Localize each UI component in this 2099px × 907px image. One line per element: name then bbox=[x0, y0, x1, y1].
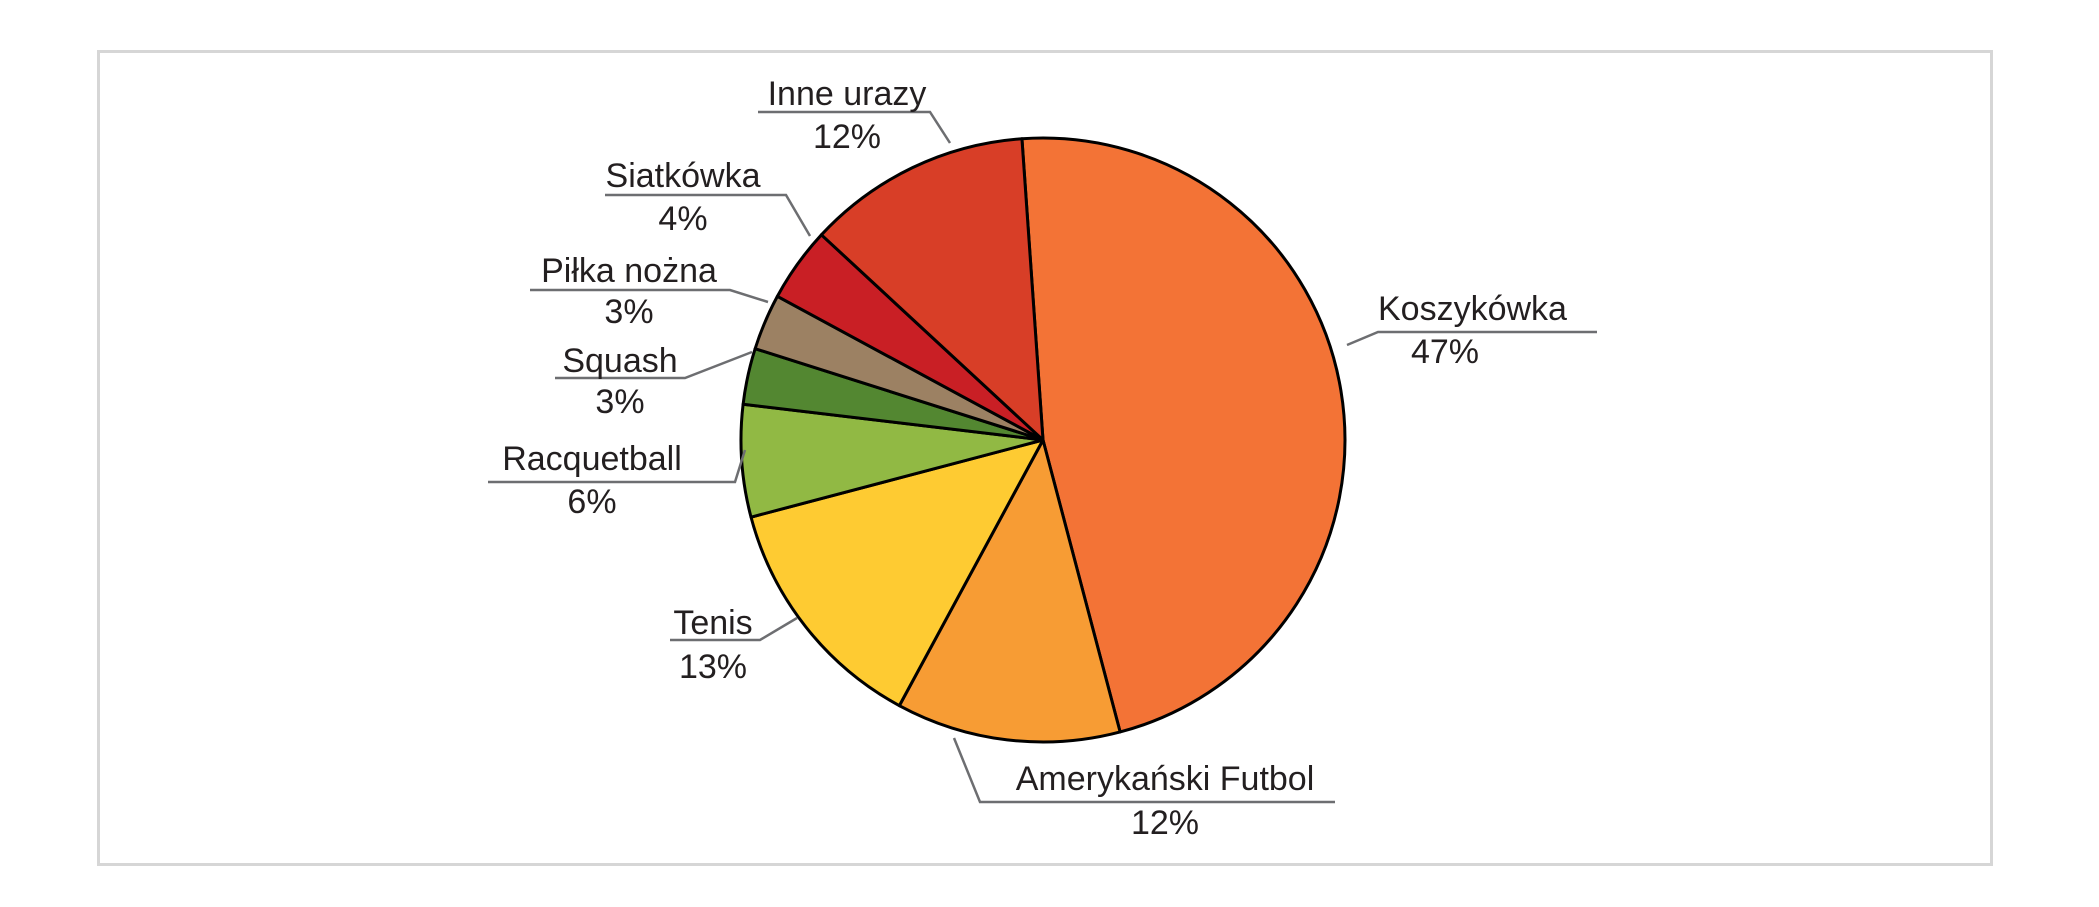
slice-label-percent: 12% bbox=[1131, 804, 1199, 842]
slice-label-name: Amerykański Futbol bbox=[1016, 760, 1315, 798]
slice-label-name: Squash bbox=[562, 342, 677, 380]
leader-line-2 bbox=[952, 737, 1335, 804]
slice-label-percent: 3% bbox=[595, 383, 644, 421]
slice-label-name: Piłka nożna bbox=[541, 252, 717, 290]
leader-lines bbox=[488, 110, 1597, 804]
slice-labels: Koszykówka 47% Amerykański Futbol 12% Tenis 1… bbox=[502, 75, 1567, 842]
slice-label-percent: 12% bbox=[813, 118, 881, 156]
pie-slice-3 bbox=[749, 438, 1045, 708]
pie-slices bbox=[739, 136, 1347, 744]
slice-label-name: Koszykówka bbox=[1378, 290, 1567, 328]
slice-label-percent: 3% bbox=[604, 293, 653, 331]
slice-label-percent: 13% bbox=[679, 648, 747, 686]
leader-line-6 bbox=[530, 288, 769, 304]
leader-line-7 bbox=[605, 193, 812, 237]
pie-slice-2 bbox=[897, 438, 1122, 744]
pie-slice-1 bbox=[1020, 136, 1347, 734]
leader-line-1 bbox=[1346, 330, 1597, 347]
slice-label-name: Inne urazy bbox=[768, 75, 927, 113]
leader-line-3 bbox=[670, 616, 798, 642]
slice-label-percent: 47% bbox=[1411, 333, 1479, 371]
leader-line-4 bbox=[488, 449, 747, 484]
leader-line-8 bbox=[758, 110, 952, 144]
slice-label-name: Racquetball bbox=[502, 440, 682, 478]
leader-line-5 bbox=[555, 350, 753, 380]
slice-label-name: Tenis bbox=[673, 604, 752, 642]
slice-label-name: Siatkówka bbox=[606, 157, 761, 195]
slice-label-percent: 4% bbox=[658, 200, 707, 238]
pie-slice-8 bbox=[819, 137, 1045, 442]
slice-label-percent: 6% bbox=[567, 483, 616, 521]
